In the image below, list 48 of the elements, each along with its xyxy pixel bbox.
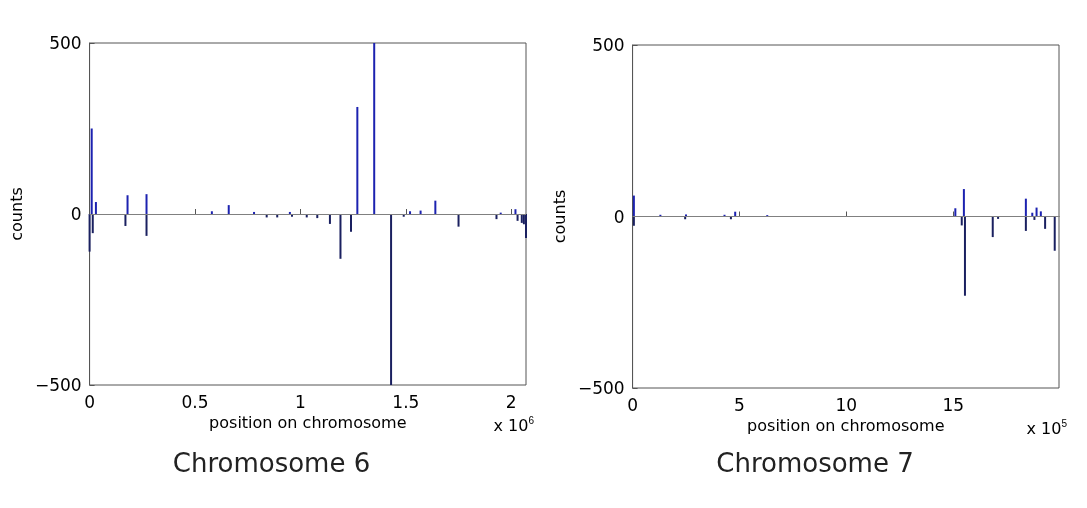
y-tick-label: 0 (613, 206, 625, 227)
y-axis-title: counts (549, 189, 569, 244)
y-tick-label: −500 (34, 375, 82, 395)
bar (373, 43, 376, 214)
y-axis-title: counts (6, 187, 26, 241)
bar (253, 211, 256, 214)
bar (409, 211, 412, 214)
bar (88, 214, 91, 252)
bar (1024, 216, 1027, 231)
bar (962, 189, 965, 217)
x-tick-label: 0 (84, 391, 96, 412)
bar (632, 195, 635, 217)
x-tick-label: 1.5 (392, 391, 420, 412)
bar (339, 214, 342, 259)
x-tick-label: 1 (295, 391, 306, 412)
bar (457, 214, 460, 227)
x-tick-label: 0 (627, 394, 639, 415)
bar (145, 194, 148, 214)
x-tick-label: 5 (734, 394, 745, 415)
bar (514, 209, 517, 214)
bar (124, 214, 127, 226)
text: Chromosome 7 (716, 448, 914, 478)
bar (350, 214, 353, 232)
text: Chromosome 6 (172, 448, 371, 478)
x-tick-label: 15 (942, 394, 965, 415)
bar (1044, 216, 1047, 229)
bar (1024, 198, 1027, 217)
bar (434, 200, 437, 214)
bar (145, 214, 148, 236)
bar (94, 202, 97, 214)
x-axis-title: position on chromosome (747, 416, 945, 436)
bar (525, 214, 527, 238)
y-tick-label: −500 (577, 378, 625, 398)
x-tick-label: 0.5 (181, 391, 209, 412)
bar (390, 214, 393, 385)
bar (210, 211, 213, 214)
x-tick-label: 10 (835, 394, 858, 415)
bar (991, 216, 994, 238)
bar (963, 216, 966, 296)
y-tick-label: 500 (592, 35, 625, 55)
y-tick-label: 500 (49, 33, 82, 53)
x-tick-label: 2 (505, 391, 517, 412)
bar (356, 106, 359, 214)
bar (227, 205, 230, 214)
y-tick-label: 0 (70, 204, 82, 224)
bar (90, 128, 93, 214)
x-axis-title: position on chromosome (209, 413, 407, 433)
bar (1053, 216, 1056, 251)
